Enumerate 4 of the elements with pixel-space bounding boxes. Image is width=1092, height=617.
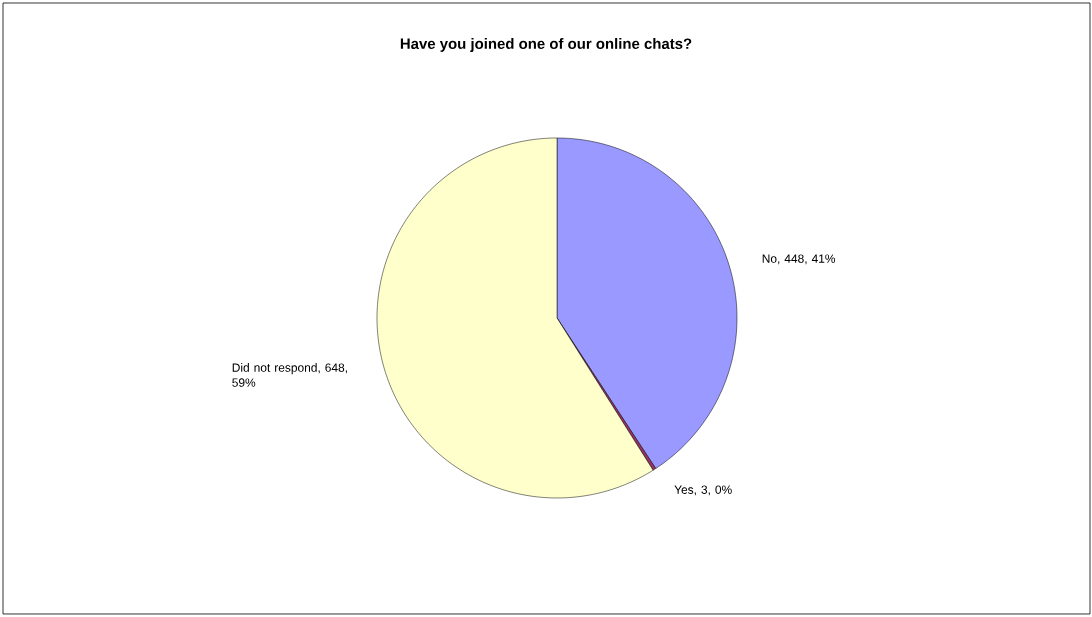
slice-label: No, 448, 41% — [762, 254, 836, 265]
slice-label: Did not respond, 648, 59% — [232, 363, 347, 387]
slice-label: Yes, 3, 0% — [674, 485, 732, 496]
chart-title: Have you joined one of our online chats? — [400, 38, 692, 52]
